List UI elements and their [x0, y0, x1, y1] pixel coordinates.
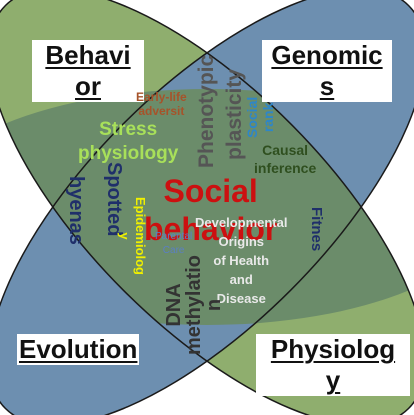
label-genomics-line1: Genomic [271, 40, 383, 70]
word-parental-care-1: Parental [155, 231, 193, 242]
label-genomics-line2: s [319, 71, 335, 101]
word-stress-2: physiology [78, 143, 179, 164]
word-phenotypic: Phenotypic [195, 54, 218, 168]
word-hyenas: hyenas [65, 176, 87, 245]
word-causal-1: Causal [262, 142, 309, 158]
word-parental-care: Parental Care [155, 230, 192, 258]
label-behavior-line2: or [75, 71, 101, 101]
label-physiology-line1: Physiolog [270, 334, 396, 364]
word-epidemiology-2: y [117, 232, 132, 240]
word-social-behavior-2: behavior [144, 211, 278, 247]
word-social-behavior: Social behavior [144, 172, 277, 248]
label-evolution: Evolution [17, 334, 140, 365]
word-plasticity: plasticity [223, 68, 246, 160]
word-stress-1: Stress [99, 119, 158, 140]
word-dna-3: n [203, 298, 225, 312]
word-fitness: Fitnes [308, 207, 325, 252]
label-genomics: Genomic s [262, 40, 392, 102]
word-early-life-2: adversit [138, 104, 185, 118]
word-early-life-1: Early-life [136, 90, 187, 104]
word-social-behavior-1: Social [163, 173, 258, 209]
word-dohad-5: Disease [216, 291, 266, 306]
word-causal-2: inference [254, 160, 317, 176]
word-social-rank-2: rank [260, 102, 276, 133]
label-behavior: Behavi or [32, 40, 144, 102]
word-dna-1: DNA [163, 283, 185, 327]
word-stress-physiology: Stress physiology [78, 118, 178, 166]
word-dna-2: methylatio [183, 254, 205, 355]
word-dohad-1: Developmental [195, 215, 288, 230]
label-physiology-line2: y [325, 365, 341, 395]
label-physiology: Physiolog y [256, 334, 410, 396]
word-dohad: Developmental Origins of Health and Dise… [195, 213, 287, 308]
word-dna-methylation: DNA methylatio n [163, 254, 225, 355]
word-dohad-3: of Health [213, 253, 270, 268]
word-social-rank-1: Social [244, 96, 260, 138]
word-epidemiology-1: Epidemiolog [133, 197, 148, 275]
word-dohad-2: Origins [218, 234, 264, 249]
label-evolution-text: Evolution [19, 334, 138, 364]
word-parental-care-2: Care [162, 245, 185, 256]
word-epidemiology: Epidemiolog y [116, 197, 148, 275]
word-dohad-4: and [229, 272, 253, 287]
label-behavior-line1: Behavi [45, 40, 131, 70]
word-social-rank: Social rank [244, 97, 276, 138]
word-early-life-adversity: Early-life adversit [136, 90, 187, 118]
word-causal-inference: Causal inference [254, 141, 316, 177]
